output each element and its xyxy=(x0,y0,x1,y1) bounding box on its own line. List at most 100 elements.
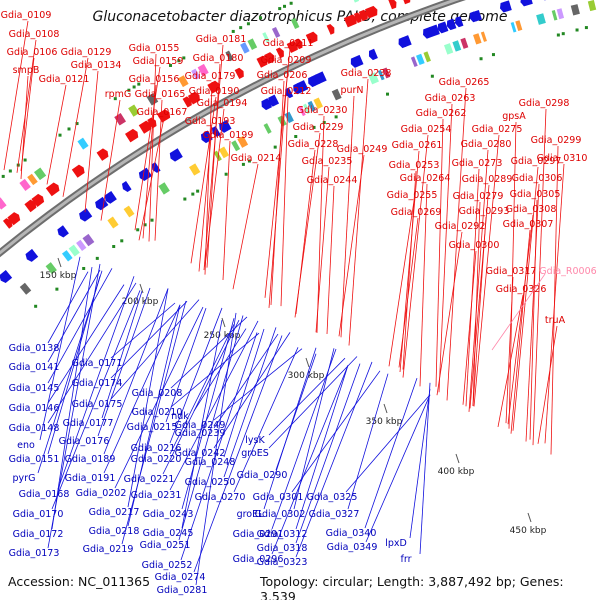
gene-label: Gdia_0106 xyxy=(7,47,58,58)
gene-label: Gdia_0307 xyxy=(503,219,554,230)
leader-line xyxy=(435,118,444,387)
reverse-gene-arrow xyxy=(428,24,440,37)
gene-label: Gdia_0270 xyxy=(195,492,246,503)
cog-block xyxy=(247,38,258,50)
reverse-gene-arrow xyxy=(315,71,327,84)
gene-label: Gdia_0221 xyxy=(124,474,175,485)
gene-label: Gdia_0327 xyxy=(309,509,360,520)
forward-gene-arrow xyxy=(71,164,85,178)
kbp-tick xyxy=(57,257,62,268)
gene-label: Gdia_0318 xyxy=(257,543,308,554)
gene-label: Gdia_0279 xyxy=(453,191,504,202)
forward-gene-arrow xyxy=(256,55,268,68)
gene-label: Gdia_0242 xyxy=(175,448,226,459)
leader-line xyxy=(510,229,531,434)
gene-label: Gdia_0215 xyxy=(127,422,178,433)
leader-line xyxy=(178,315,244,541)
leader-line xyxy=(364,377,418,529)
gene-label: eno xyxy=(17,440,35,451)
leader-line xyxy=(222,140,231,280)
gene-label: Gdia_0293 xyxy=(459,206,510,217)
gene-label: Gdia_0173 xyxy=(9,548,60,559)
forward-gene-arrow xyxy=(187,91,200,105)
cog-block xyxy=(515,20,523,32)
forward-gene-arrow xyxy=(125,128,139,143)
gene-label: Gdia_0199 xyxy=(203,130,254,141)
leader-line xyxy=(181,318,235,510)
gc-marker xyxy=(556,33,560,37)
forward-gene-arrow xyxy=(305,31,318,45)
gene-label: Gdia_0273 xyxy=(452,158,503,169)
gene-label: Gdia_0121 xyxy=(39,74,90,85)
leader-line xyxy=(233,347,299,493)
gene-label: Gdia_0253 xyxy=(389,160,440,171)
gene-label: Gdia_0180 xyxy=(193,53,244,64)
leader-line xyxy=(532,108,547,446)
gene-label: Gdia_0219 xyxy=(83,544,134,555)
gene-label: Gdia_0300 xyxy=(449,240,500,251)
cog-block xyxy=(158,182,170,195)
gc-marker xyxy=(137,82,141,86)
gene-label: Gdia_0181 xyxy=(196,34,247,45)
gene-label: Gdia_0281 xyxy=(157,585,208,596)
gene-label: Gdia_0231 xyxy=(131,490,182,501)
forward-gene-labels: Gdia_0109 Gdia_0108 Gdia_0106 smpB Gdia_0129… xyxy=(1,10,588,455)
gene-label: Gdia_0249 xyxy=(337,144,388,155)
leader-line xyxy=(326,185,335,335)
gene-label: Gdia_0274 xyxy=(155,572,206,583)
kbp-tick-label: 300 kbp xyxy=(288,371,325,381)
forward-gene-arrow xyxy=(45,182,60,197)
gc-marker xyxy=(112,245,116,249)
gene-label: Gdia_0305 xyxy=(510,189,561,200)
leader-line xyxy=(271,348,337,530)
leader-line xyxy=(101,290,143,419)
reverse-gene-arrow xyxy=(122,180,132,193)
leader-line xyxy=(270,80,285,305)
gc-marker xyxy=(67,127,71,131)
reverse-gene-arrow xyxy=(437,21,449,34)
leader-line xyxy=(127,288,169,508)
gene-label: Gdia_0310 xyxy=(537,153,588,164)
leader-line xyxy=(213,332,291,449)
genome-axis-line xyxy=(0,0,460,255)
gc-marker xyxy=(58,133,62,137)
gene-label: Gdia_0312 xyxy=(257,529,308,540)
gene-label: purN xyxy=(340,85,363,96)
leader-line xyxy=(103,288,169,455)
forward-gene-arrow xyxy=(353,12,362,24)
gene-label: Gdia_0179 xyxy=(185,71,236,82)
gc-marker xyxy=(1,174,5,178)
forward-gene-arrow xyxy=(207,80,220,94)
gene-label: Gdia_0326 xyxy=(496,284,547,295)
gene-label: Gdia_0292 xyxy=(435,221,486,232)
cog-block xyxy=(231,140,241,152)
forward-gene-arrow xyxy=(388,0,397,10)
gc-marker xyxy=(246,22,250,26)
leader-line xyxy=(345,394,431,493)
reverse-gene-arrow xyxy=(261,98,273,111)
gene-label: groES xyxy=(241,448,269,459)
gc-marker xyxy=(132,85,136,89)
leader-line xyxy=(37,270,103,474)
gene-label: lpxD xyxy=(385,538,407,549)
gene-label: Gdia_0170 xyxy=(13,509,64,520)
gene-label: Gdia_0299 xyxy=(531,135,582,146)
gene-label: Gdia_0129 xyxy=(61,47,112,58)
leader-line xyxy=(223,328,265,458)
gc-marker xyxy=(241,162,245,166)
gc-marker xyxy=(289,1,293,5)
cog-block xyxy=(556,8,565,20)
cog-block xyxy=(77,137,89,150)
gc-marker xyxy=(23,158,27,162)
reverse-gene-arrow xyxy=(368,48,378,61)
reverse-gene-arrow xyxy=(169,148,183,162)
gene-label: Gdia_0261 xyxy=(392,140,443,151)
gene-label: Gdia_0250 xyxy=(185,477,236,488)
gc-marker xyxy=(334,115,338,119)
gc-marker xyxy=(120,239,124,243)
forward-gene-arrow xyxy=(234,67,244,79)
leader-line xyxy=(398,217,419,368)
gc-marker xyxy=(55,287,59,291)
